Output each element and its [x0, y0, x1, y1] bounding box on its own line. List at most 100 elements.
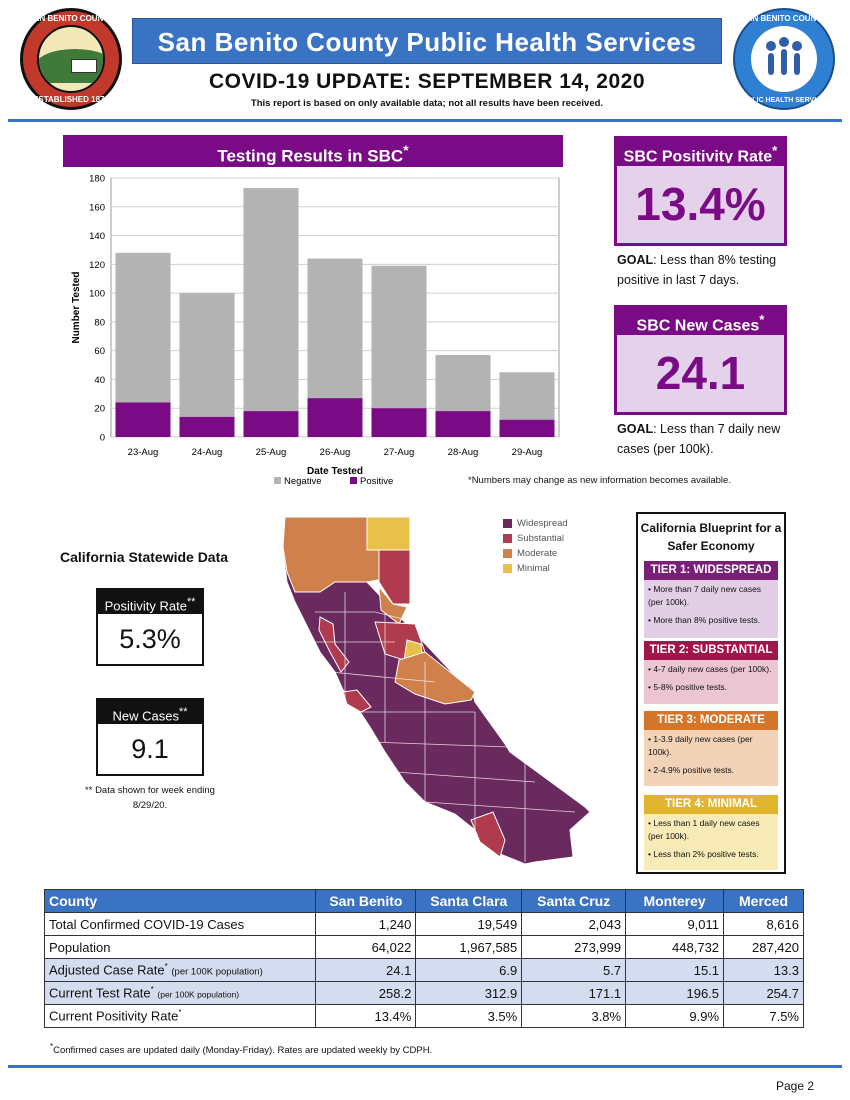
seal-top-text: SAN BENITO COUNTY	[28, 14, 114, 23]
sbc-positivity-value: 13.4%	[614, 163, 787, 246]
table-cell: 9.9%	[625, 1004, 725, 1028]
table-row: Current Test Rate* (per 100K population)…	[43, 981, 804, 1005]
column-header: Monterey	[625, 889, 725, 913]
sbc-new-cases-header: SBC New Cases*	[614, 305, 787, 335]
header-divider	[8, 119, 842, 122]
y-tick-label: 120	[89, 260, 105, 271]
sbc-positivity-header: SBC Positivity Rate*	[614, 136, 787, 166]
bar-negative	[435, 354, 491, 412]
y-tick-label: 140	[89, 231, 105, 242]
ca-new-cases-value: 9.1	[131, 734, 169, 764]
chart-title: Testing Results in SBC*	[63, 135, 563, 167]
row-label: Total Confirmed COVID-19 Cases	[43, 912, 317, 936]
county-seal-logo: SAN BENITO COUNTY ESTABLISHED 1874	[20, 8, 122, 110]
table-cell: 7.5%	[723, 1004, 804, 1028]
x-axis-label: Date Tested	[307, 466, 363, 477]
blueprint-panel: California Blueprint for a Safer Economy…	[636, 512, 786, 874]
tier-1-heading: TIER 1: WIDESPREAD	[644, 561, 778, 580]
legend-label-negative: Negative	[284, 476, 322, 487]
footer-divider	[8, 1065, 842, 1068]
x-tick-label: 23-Aug	[128, 447, 159, 458]
x-tick-label: 27-Aug	[384, 447, 415, 458]
california-tier-map	[282, 516, 591, 865]
blueprint-title: California Blueprint for a Safer Economy	[640, 521, 782, 553]
bar-negative	[499, 372, 555, 420]
table-row: Adjusted Case Rate* (per 100K population…	[43, 958, 804, 982]
tier-3-moderate: TIER 3: MODERATE • 1-3.9 daily new cases…	[644, 711, 778, 786]
sbc-new-cases-goal: GOAL: Less than 7 daily new cases (per 1…	[617, 422, 781, 456]
legend-swatch-negative	[274, 477, 281, 484]
tier-3-item: • 2-4.9% positive tests.	[648, 765, 735, 775]
tier-4-item: • Less than 1 daily new cases (per 100k)…	[648, 818, 760, 841]
x-tick-label: 26-Aug	[320, 447, 351, 458]
ca-new-cases-label: New Cases**	[98, 700, 202, 724]
table-cell: 196.5	[625, 981, 725, 1005]
x-tick-label: 29-Aug	[512, 447, 543, 458]
bar-positive	[179, 416, 235, 437]
table-cell: 9,011	[625, 912, 725, 936]
tier-2-substantial: TIER 2: SUBSTANTIAL • 4-7 daily new case…	[644, 641, 778, 704]
public-health-logo: SAN BENITO COUNTY PUBLIC HEALTH SERVICES	[733, 8, 835, 110]
california-title: California Statewide Data	[60, 549, 229, 565]
table-cell: 19,549	[415, 912, 523, 936]
report-note: This report is based on only available d…	[250, 98, 604, 109]
x-tick-label: 25-Aug	[256, 447, 287, 458]
map-legend: Widespread Substantial Moderate Minimal	[503, 516, 568, 576]
tier-1-item: • More than 8% positive tests.	[648, 615, 761, 625]
table-cell: 3.8%	[521, 1004, 627, 1028]
table-cell: 13.4%	[315, 1004, 417, 1028]
seal-bottom-text: ESTABLISHED 1874	[33, 95, 109, 104]
update-title: COVID-19 UPDATE: SEPTEMBER 14, 2020	[208, 70, 646, 93]
table-header-row: County San Benito Santa Clara Santa Cruz…	[43, 889, 804, 913]
tier-2-item: • 4-7 daily new cases (per 100k).	[648, 664, 772, 674]
table-cell: 64,022	[315, 935, 417, 959]
y-tick-label: 20	[94, 404, 105, 415]
org-title: San Benito County Public Health Services	[132, 18, 722, 64]
page-number: Page 2	[776, 1079, 815, 1093]
table-cell: 1,240	[315, 912, 417, 936]
tier-3-item: • 1-3.9 daily new cases (per 100k).	[648, 734, 753, 757]
y-tick-label: 100	[89, 289, 105, 300]
table-cell: 254.7	[723, 981, 804, 1005]
bar-positive	[307, 398, 363, 437]
table-cell: 273,999	[521, 935, 627, 959]
tier-1-item: • More than 7 daily new cases (per 100k)…	[648, 584, 762, 607]
table-cell: 8,616	[723, 912, 804, 936]
table-row: Current Positivity Rate* 13.4% 3.5% 3.8%…	[43, 1004, 804, 1028]
bar-positive	[243, 411, 299, 437]
x-tick-label: 28-Aug	[448, 447, 479, 458]
bar-positive	[499, 419, 555, 437]
county-comparison-table: County San Benito Santa Clara Santa Cruz…	[43, 889, 804, 1028]
table-row: Population 64,022 1,967,585 273,999 448,…	[43, 935, 804, 959]
footnote: *Confirmed cases are updated daily (Mond…	[50, 1042, 433, 1057]
people-icon	[751, 26, 817, 92]
tier-1-widespread: TIER 1: WIDESPREAD • More than 7 daily n…	[644, 561, 778, 638]
y-tick-label: 180	[89, 174, 105, 185]
table-row: Total Confirmed COVID-19 Cases 1,240 19,…	[43, 912, 804, 936]
ca-data-note: ** Data shown for week ending 8/29/20.	[85, 785, 215, 811]
column-header: County	[43, 889, 317, 913]
legend-swatch-positive	[350, 477, 357, 484]
logo-bottom-text: PUBLIC HEALTH SERVICES	[737, 97, 831, 104]
tier-4-heading: TIER 4: MINIMAL	[644, 795, 778, 814]
legend-item-widespread: Widespread	[503, 516, 568, 531]
legend-item-minimal: Minimal	[503, 561, 568, 576]
column-header: San Benito	[315, 889, 417, 913]
seal-emblem	[37, 25, 105, 93]
row-label: Current Test Rate* (per 100K population)	[43, 981, 317, 1005]
bar-positive	[435, 411, 491, 437]
table-cell: 448,732	[625, 935, 725, 959]
table-cell: 2,043	[521, 912, 627, 936]
row-label: Population	[43, 935, 317, 959]
bar-negative	[179, 293, 235, 417]
tier-3-heading: TIER 3: MODERATE	[644, 711, 778, 730]
y-axis-label: Number Tested	[71, 271, 82, 343]
ca-new-cases-box: New Cases** 9.1	[96, 698, 204, 776]
column-header: Santa Clara	[415, 889, 523, 913]
bar-negative	[243, 188, 299, 412]
testing-results-chart: 0 20 40 60 80 100 120 140 160 180 23-Aug 24-Aug 25-A…	[71, 174, 560, 487]
bar-negative	[115, 252, 171, 403]
table-cell: 5.7	[521, 958, 627, 982]
tier-4-minimal: TIER 4: MINIMAL • Less than 1 daily new …	[644, 795, 778, 870]
y-tick-label: 80	[94, 317, 105, 328]
